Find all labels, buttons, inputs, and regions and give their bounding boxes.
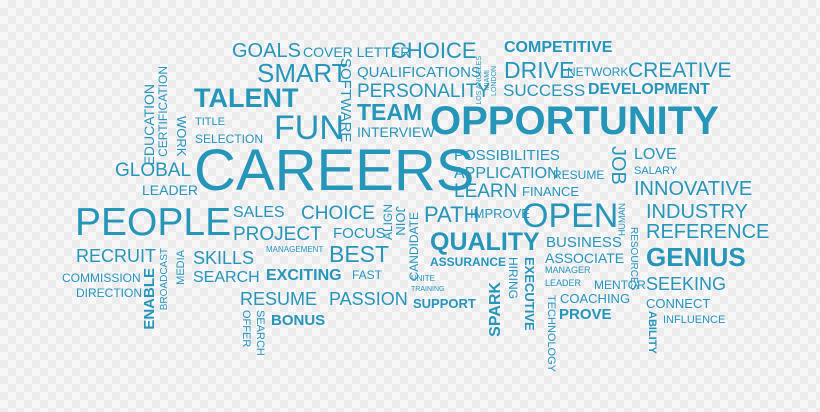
word-bonus: BONUS	[271, 312, 326, 329]
word-improve: IMPROVE	[470, 206, 530, 221]
word-resume-bottom: RESUME	[240, 289, 318, 309]
word-genius: GENIUS	[646, 242, 746, 272]
word-associate: ASSOCIATE	[545, 250, 625, 266]
word-direction: DIRECTION	[76, 286, 142, 300]
word-choice-mid: CHOICE	[301, 203, 375, 224]
word-software: SOFTWARE	[337, 58, 354, 143]
word-search-mid: SEARCH	[193, 269, 260, 286]
word-ability: ABILITY	[646, 311, 658, 354]
word-miami: MIAMI	[484, 70, 491, 91]
word-competitive: COMPETITIVE	[504, 39, 613, 56]
word-industry: INDUSTRY	[646, 201, 748, 223]
word-fun: FUN	[274, 109, 344, 147]
word-global: GLOBAL	[115, 160, 192, 181]
word-innovative: INNOVATIVE	[634, 178, 753, 200]
word-exciting: EXCITING	[266, 267, 342, 284]
word-success: SUCCESS	[503, 81, 586, 100]
word-best: BEST	[329, 241, 390, 267]
word-love: LOVE	[634, 146, 677, 163]
word-learn: LEARN	[454, 181, 518, 202]
word-personality: PERSONALITY	[357, 81, 491, 102]
word-opportunity: OPPORTUNITY	[430, 99, 719, 143]
word-join: JOIN	[393, 206, 408, 236]
word-candidate: CANDIDATE	[407, 212, 421, 281]
word-connect: CONNECT	[646, 296, 711, 311]
word-assurance: ASSURANCE	[430, 255, 507, 269]
word-work: WORK	[174, 116, 189, 157]
word-possibilities: POSSIBILITIES	[454, 147, 560, 164]
word-creative: CREATIVE	[628, 59, 732, 82]
word-manager: MANAGER	[545, 265, 591, 275]
word-project: PROJECT	[233, 224, 322, 245]
word-goals: GOALS	[232, 40, 301, 62]
word-skills: SKILLS	[193, 248, 255, 268]
word-resources: RESOURCES	[628, 227, 639, 291]
word-unite: UNITE	[411, 274, 435, 283]
word-choice-top: CHOICE	[391, 38, 477, 63]
word-los-angeles: LOS ANGELES	[476, 56, 483, 105]
word-application: APPLICATION	[454, 165, 559, 182]
word-london: LONDON	[491, 66, 498, 96]
word-commission: COMMISSION	[62, 271, 141, 285]
word-salary: SALARY	[634, 165, 678, 177]
word-business: BUSINESS	[546, 234, 622, 251]
word-spark: SPARK	[487, 282, 504, 337]
word-qualifications: QUALIFICATIONS	[357, 64, 481, 81]
word-finance: FINANCE	[522, 184, 580, 199]
word-title: TITLE	[195, 116, 225, 128]
word-prove: PROVE	[559, 306, 612, 323]
word-fast: FAST	[352, 268, 383, 282]
word-talent: TALENT	[194, 83, 299, 113]
word-cover-letter: COVER LETTER	[303, 44, 411, 60]
word-sales: SALES	[233, 204, 285, 221]
word-certification: CERTIFICATION	[156, 66, 170, 157]
word-drive: DRIVE	[504, 57, 575, 83]
word-media: MEDIA	[175, 250, 187, 285]
word-resume-top: RESUME	[553, 168, 605, 182]
word-passion: PASSION	[329, 289, 408, 309]
word-enable: ENABLE	[141, 268, 158, 330]
word-recruit: RECRUIT	[76, 246, 156, 266]
word-reference: REFERENCE	[646, 221, 770, 243]
word-leader-left: LEADER	[142, 182, 199, 198]
word-human: HUMAN	[617, 203, 627, 236]
word-interview: INTERVIEW	[357, 124, 435, 140]
word-seeking: SEEKING	[646, 274, 727, 294]
word-search-bottom: SEARCH	[254, 310, 266, 356]
word-open: OPEN	[522, 197, 619, 235]
word-development: DEVELOPMENT	[588, 81, 710, 98]
word-support: SUPPORT	[413, 296, 476, 311]
word-quality: QUALITY	[430, 228, 540, 256]
word-management: MANAGEMENT	[266, 245, 324, 254]
word-mentor: MENTOR	[594, 278, 646, 292]
word-education: EDUCATION	[141, 84, 157, 166]
word-people: PEOPLE	[75, 201, 232, 244]
word-smart: SMART	[257, 58, 348, 88]
word-selection: SELECTION	[195, 132, 264, 146]
word-coaching: COACHING	[560, 291, 631, 306]
word-path: PATH	[424, 202, 480, 227]
word-technology: TECHNOLOGY	[545, 295, 557, 373]
word-leader-right: LEADER	[545, 278, 582, 288]
word-job: JOB	[607, 146, 629, 185]
word-hiring: HIRING	[506, 257, 520, 299]
word-influence: INFLUENCE	[663, 314, 726, 326]
word-focus: FOCUS	[333, 225, 386, 242]
word-careers: CAREERS	[194, 138, 475, 203]
word-network: NETWORK	[567, 65, 629, 79]
word-training: TRAINING	[411, 286, 445, 293]
word-team: TEAM	[357, 99, 423, 125]
word-broadcast: BROADCAST	[159, 248, 170, 311]
word-offer: OFFER	[240, 310, 252, 348]
word-executive: EXECUTIVE	[522, 257, 537, 331]
